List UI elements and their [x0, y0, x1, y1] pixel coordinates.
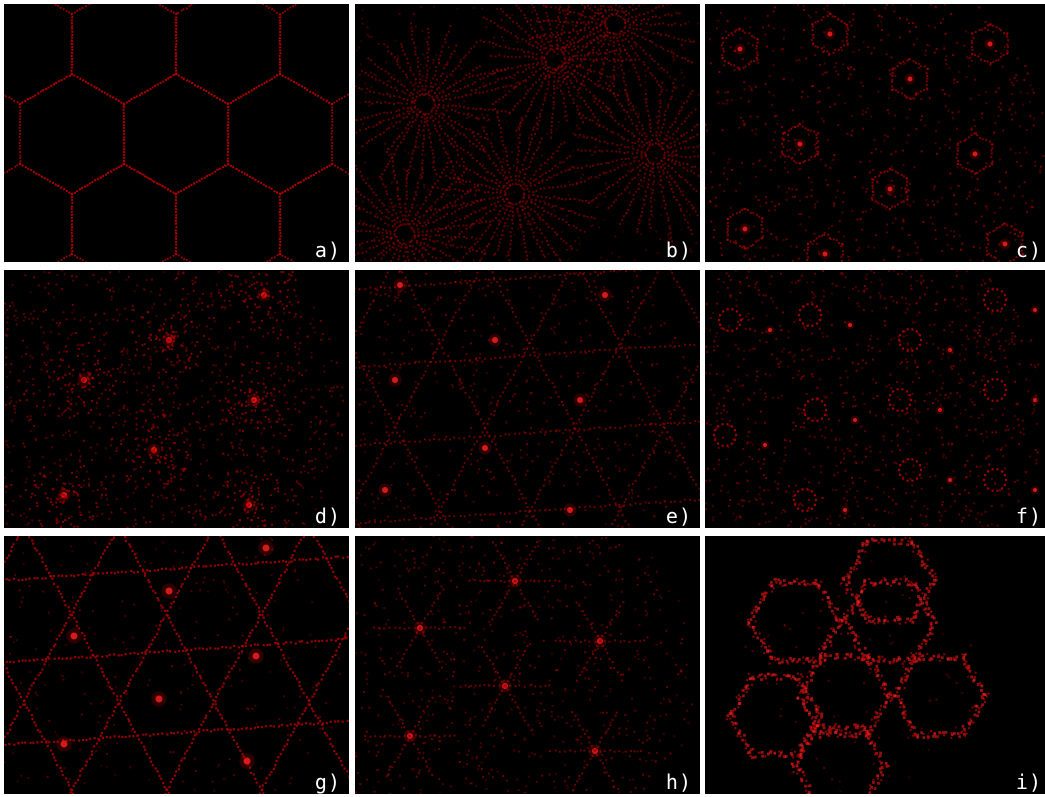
panel-h: h): [355, 536, 700, 794]
panel-label-f: f): [1015, 504, 1042, 528]
panel-label-e: e): [665, 504, 692, 528]
panel-label-a: a): [314, 238, 341, 262]
pattern-h: [355, 536, 694, 794]
pattern-i: [725, 537, 990, 794]
pattern-a: [4, 4, 349, 262]
panel-label-g: g): [314, 770, 341, 794]
pattern-b: [355, 4, 700, 262]
pattern-e: [355, 270, 700, 528]
panel-label-h: h): [665, 770, 692, 794]
panel-b: b): [355, 4, 700, 262]
pattern-g: [4, 536, 349, 794]
panel-d: d): [4, 270, 349, 528]
panel-label-c: c): [1015, 238, 1042, 262]
panel-i: i): [705, 536, 1045, 794]
panel-f: f): [705, 270, 1045, 528]
panel-e: e): [355, 270, 700, 528]
panel-c: c): [705, 4, 1045, 262]
pattern-c: [705, 4, 1045, 262]
panel-label-d: d): [314, 504, 341, 528]
pattern-d: [4, 270, 344, 528]
panel-label-i: i): [1015, 770, 1042, 794]
panel-a: a): [4, 4, 349, 262]
pattern-f: [705, 270, 1040, 528]
panel-g: g): [4, 536, 349, 794]
panel-label-b: b): [665, 238, 692, 262]
